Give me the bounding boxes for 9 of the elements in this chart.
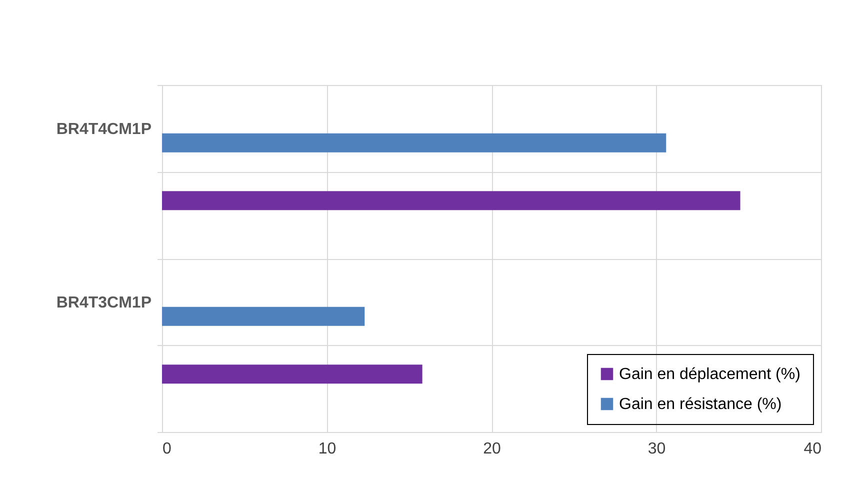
x-tick-label: 30: [648, 440, 666, 458]
legend-label: Gain en déplacement (%): [619, 366, 800, 383]
x-tick-label: 10: [318, 440, 336, 458]
legend-label: Gain en résistance (%): [619, 396, 782, 413]
y-tick-label: BR4T4CM1P: [56, 120, 152, 138]
x-tick-label: 40: [804, 440, 822, 458]
y-tick-label: BR4T3CM1P: [56, 294, 152, 312]
x-tick-label: 20: [483, 440, 501, 458]
x-tick-label: 0: [162, 440, 172, 458]
